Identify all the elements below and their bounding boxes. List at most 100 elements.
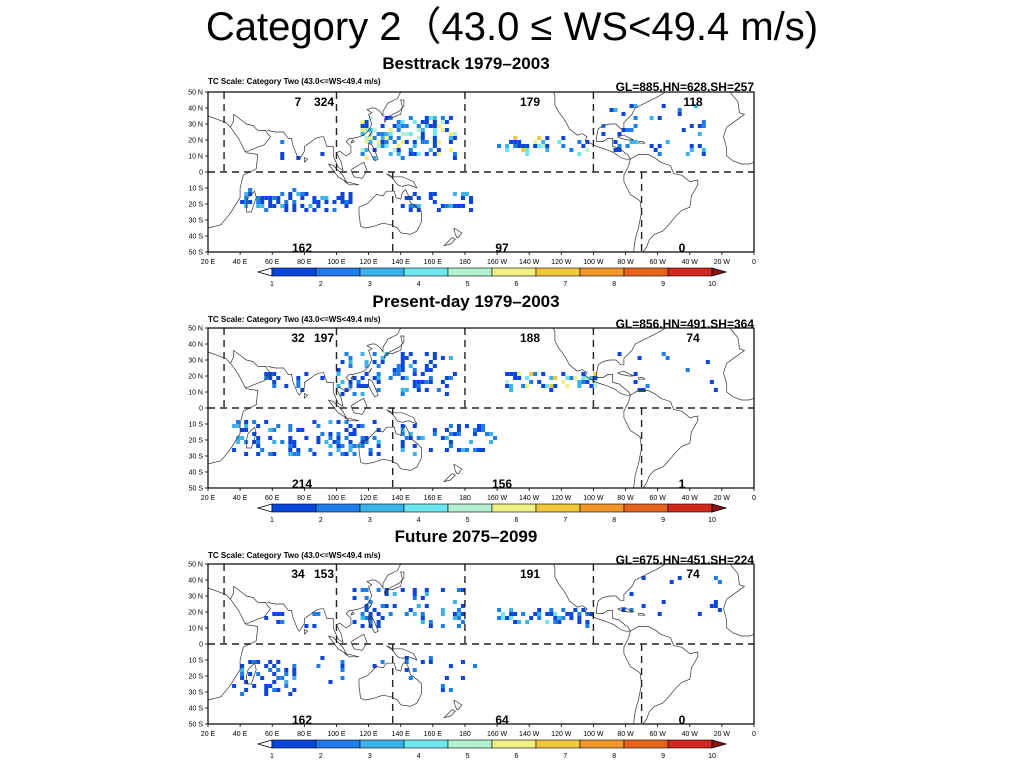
- frequency-cell: [525, 384, 530, 388]
- frequency-cell: [456, 428, 461, 432]
- frequency-cell: [621, 128, 626, 132]
- frequency-cell: [392, 592, 397, 596]
- coastline: [723, 92, 754, 165]
- frequency-cell: [276, 688, 281, 692]
- frequency-cell: [412, 120, 417, 124]
- colorbar-tick-label: 6: [514, 517, 518, 524]
- frequency-cell: [545, 144, 550, 148]
- frequency-cell: [625, 128, 630, 132]
- colorbar-tick-label: 1: [270, 281, 274, 288]
- frequency-cell: [432, 120, 437, 124]
- frequency-cell: [541, 372, 546, 376]
- frequency-cell: [296, 192, 301, 196]
- frequency-cell: [348, 440, 353, 444]
- frequency-cell: [352, 444, 357, 448]
- frequency-cell: [476, 448, 481, 452]
- frequency-cell: [569, 148, 574, 152]
- colorbar-segment: [447, 503, 493, 513]
- coastline: [267, 92, 402, 172]
- frequency-cell: [340, 200, 345, 204]
- coastline: [617, 606, 634, 613]
- frequency-cell: [472, 432, 477, 436]
- frequency-cell: [292, 668, 297, 672]
- frequency-cell: [448, 140, 453, 144]
- frequency-cell: [368, 136, 373, 140]
- frequency-cell: [432, 132, 437, 136]
- frequency-cell: [420, 120, 425, 124]
- colorbar-segment: [315, 739, 361, 749]
- coastline: [344, 181, 360, 186]
- lon-label: 120 W: [551, 495, 572, 502]
- frequency-cell: [501, 616, 506, 620]
- frequency-cell: [428, 380, 433, 384]
- frequency-cell: [432, 356, 437, 360]
- frequency-cell: [440, 684, 445, 688]
- frequency-cell: [344, 436, 349, 440]
- frequency-cell: [549, 608, 554, 612]
- frequency-cell: [573, 376, 578, 380]
- frequency-cell: [412, 452, 417, 456]
- frequency-cell: [352, 596, 357, 600]
- color-bar: 1 2 3 4 5 6 7 8 9 10: [256, 503, 728, 524]
- frequency-cell: [428, 448, 433, 452]
- lon-label: 120 W: [551, 731, 572, 738]
- frequency-cell: [268, 452, 273, 456]
- frequency-cell: [440, 128, 445, 132]
- frequency-cell: [280, 140, 285, 144]
- lat-label: 10 S: [189, 422, 204, 429]
- frequency-cell: [561, 608, 566, 612]
- frequency-cell: [340, 192, 345, 196]
- frequency-cell: [400, 140, 405, 144]
- panel-present-day: Present-day 1979–2003 TC Scale: Category…: [0, 286, 1024, 526]
- frequency-cell: [272, 384, 277, 388]
- frequency-cell: [481, 448, 486, 452]
- frequency-cell: [380, 140, 385, 144]
- lat-label: 10 S: [189, 658, 204, 665]
- frequency-cell: [376, 612, 381, 616]
- frequency-cell: [424, 352, 429, 356]
- frequency-cell: [416, 128, 421, 132]
- coastline: [350, 375, 355, 380]
- coastline: [386, 645, 418, 661]
- frequency-cell: [364, 360, 369, 364]
- frequency-cell: [392, 604, 397, 608]
- slide-title: Category 2（43.0 ≤ WS<49.4 m/s): [205, 5, 819, 49]
- coastline: [623, 159, 642, 252]
- frequency-cell: [641, 576, 646, 580]
- coastline: [328, 163, 347, 183]
- frequency-cell: [296, 380, 301, 384]
- frequency-cell: [517, 140, 522, 144]
- colorbar-segment: [271, 739, 317, 749]
- frequency-cell: [424, 152, 429, 156]
- frequency-cell: [328, 436, 333, 440]
- frequency-cell: [280, 620, 285, 624]
- frequency-cell: [633, 372, 638, 376]
- frequency-cell: [312, 420, 317, 424]
- frequency-cell: [360, 436, 365, 440]
- frequency-cell: [292, 208, 297, 212]
- frequency-cell: [432, 128, 437, 132]
- lon-label: 0: [752, 495, 756, 502]
- frequency-cell: [360, 612, 365, 616]
- frequency-cell: [428, 148, 433, 152]
- frequency-cell: [388, 376, 393, 380]
- frequency-cell: [284, 672, 289, 676]
- frequency-cell: [304, 372, 309, 376]
- frequency-cell: [292, 672, 297, 676]
- frequency-cell: [372, 352, 377, 356]
- frequency-cell: [348, 196, 353, 200]
- lon-label: 160 E: [424, 731, 443, 738]
- frequency-cell: [633, 380, 638, 384]
- frequency-cell: [240, 692, 245, 696]
- frequency-cell: [288, 436, 293, 440]
- frequency-cell: [420, 436, 425, 440]
- frequency-cell: [529, 380, 534, 384]
- frequency-cell: [276, 424, 281, 428]
- frequency-cell: [448, 688, 453, 692]
- lat-label: 50 S: [189, 486, 204, 493]
- frequency-cell: [352, 376, 357, 380]
- frequency-cell: [328, 420, 333, 424]
- frequency-cell: [292, 688, 297, 692]
- frequency-cell: [292, 444, 297, 448]
- frequency-cell: [553, 384, 558, 388]
